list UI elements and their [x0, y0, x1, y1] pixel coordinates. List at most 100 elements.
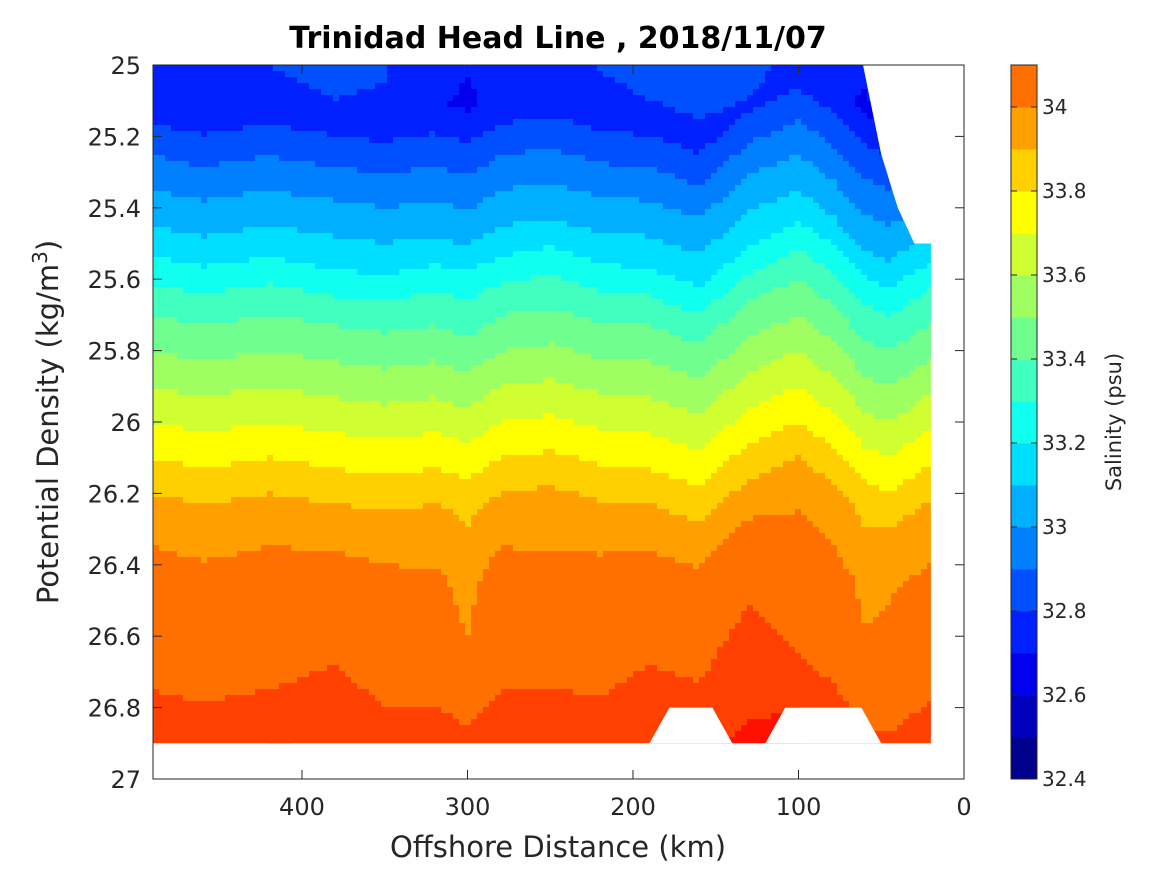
contour-cell	[381, 311, 388, 318]
contour-cell	[357, 119, 364, 126]
contour-cell	[225, 155, 232, 162]
contour-cell	[393, 635, 400, 642]
contour-cell	[297, 521, 304, 528]
contour-cell	[387, 347, 394, 354]
contour-cell	[303, 569, 310, 576]
contour-cell	[339, 683, 346, 690]
contour-cell	[159, 551, 166, 558]
contour-cell	[291, 671, 298, 678]
contour-cell	[333, 719, 340, 726]
contour-cell	[333, 263, 340, 270]
contour-cell	[171, 347, 178, 354]
contour-cell	[375, 671, 382, 678]
contour-cell	[183, 533, 190, 540]
contour-cell	[411, 347, 418, 354]
contour-cell	[405, 305, 412, 312]
contour-cell	[321, 137, 328, 144]
contour-cell	[297, 389, 304, 396]
contour-cell	[177, 149, 184, 156]
contour-cell	[225, 359, 232, 366]
contour-cell	[399, 113, 406, 120]
contour-cell	[399, 671, 406, 678]
contour-cell	[255, 629, 262, 636]
contour-cell	[255, 119, 262, 126]
contour-cell	[243, 95, 250, 102]
contour-cell	[321, 647, 328, 654]
contour-cell	[237, 443, 244, 450]
contour-cell	[255, 293, 262, 300]
contour-cell	[219, 221, 226, 228]
contour-cell	[387, 437, 394, 444]
contour-cell	[363, 521, 370, 528]
contour-cell	[291, 737, 298, 744]
contour-cell	[291, 611, 298, 618]
contour-cell	[273, 467, 280, 474]
contour-cell	[375, 557, 382, 564]
contour-cell	[303, 275, 310, 282]
contour-cell	[399, 479, 406, 486]
contour-cell	[411, 119, 418, 126]
contour-cell	[219, 419, 226, 426]
contour-cell	[315, 155, 322, 162]
contour-cell	[345, 251, 352, 258]
contour-cell	[297, 539, 304, 546]
contour-cell	[195, 167, 202, 174]
contour-cell	[333, 317, 340, 324]
contour-cell	[291, 197, 298, 204]
contour-cell	[375, 455, 382, 462]
contour-cell	[351, 227, 358, 234]
contour-cell	[345, 359, 352, 366]
contour-cell	[195, 347, 202, 354]
contour-cell	[309, 281, 316, 288]
contour-cell	[267, 257, 274, 264]
contour-cell	[255, 503, 262, 510]
contour-cell	[237, 245, 244, 252]
contour-cell	[195, 251, 202, 258]
contour-cell	[243, 149, 250, 156]
contour-cell	[297, 497, 304, 504]
contour-cell	[345, 713, 352, 720]
contour-cell	[297, 701, 304, 708]
contour-cell	[375, 179, 382, 186]
contour-cell	[213, 515, 220, 522]
contour-cell	[165, 491, 172, 498]
contour-cell	[387, 719, 394, 726]
contour-cell	[207, 107, 214, 114]
contour-cell	[183, 731, 190, 738]
contour-cell	[153, 197, 160, 204]
contour-cell	[285, 455, 292, 462]
contour-cell	[165, 659, 172, 666]
contour-cell	[189, 233, 196, 240]
contour-cell	[267, 539, 274, 546]
contour-cell	[375, 605, 382, 612]
contour-cell	[411, 263, 418, 270]
contour-cell	[273, 527, 280, 534]
contour-cell	[177, 125, 184, 132]
contour-cell	[153, 269, 160, 276]
contour-cell	[291, 179, 298, 186]
contour-cell	[339, 347, 346, 354]
contour-cell	[291, 155, 298, 162]
contour-cell	[177, 545, 184, 552]
contour-cell	[321, 95, 328, 102]
contour-cell	[189, 89, 196, 96]
contour-cell	[297, 515, 304, 522]
contour-cell	[255, 617, 262, 624]
contour-cell	[411, 287, 418, 294]
contour-cell	[237, 671, 244, 678]
contour-cell	[195, 527, 202, 534]
contour-cell	[183, 425, 190, 432]
contour-cell	[237, 533, 244, 540]
contour-cell	[369, 161, 376, 168]
contour-cell	[207, 659, 214, 666]
contour-cell	[261, 71, 268, 78]
contour-cell	[219, 287, 226, 294]
contour-cell	[315, 371, 322, 378]
contour-cell	[363, 491, 370, 498]
contour-cell	[351, 317, 358, 324]
contour-cell	[399, 647, 406, 654]
contour-cell	[165, 203, 172, 210]
contour-cell	[309, 167, 316, 174]
contour-cell	[357, 599, 364, 606]
contour-cell	[213, 659, 220, 666]
